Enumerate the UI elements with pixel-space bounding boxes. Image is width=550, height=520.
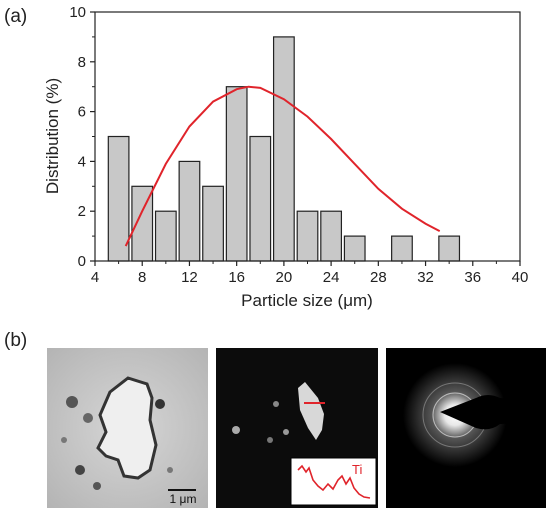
- particle-region: [96, 376, 158, 480]
- bar-12: [178, 160, 201, 262]
- fit-curve: [124, 85, 441, 247]
- y-tick-label-4: 4: [78, 153, 86, 170]
- bar-18: [249, 135, 272, 262]
- y-tick-label-0: 0: [78, 253, 86, 270]
- panel-a-label: (a): [4, 6, 27, 27]
- panel-b-label: (b): [4, 330, 27, 351]
- scale-bar-label: 1 μm: [170, 492, 197, 506]
- x-tick-label-16: 16: [228, 269, 245, 286]
- inset-element-label: Ti: [352, 462, 362, 477]
- y-tick-label-8: 8: [78, 54, 86, 71]
- bar-34: [438, 235, 461, 262]
- bar-30: [391, 235, 413, 262]
- x-tick-label-4: 4: [91, 269, 99, 286]
- bar-24: [320, 210, 343, 262]
- x-tick-label-40: 40: [512, 269, 529, 286]
- y-tick-label-10: 10: [69, 4, 86, 21]
- linescan-inset: [290, 457, 377, 506]
- x-tick-label-12: 12: [181, 269, 198, 286]
- bright-field-micrograph: 1 μm: [47, 348, 208, 508]
- x-tick-label-36: 36: [464, 269, 481, 286]
- x-tick-label-28: 28: [370, 269, 387, 286]
- bar-26: [343, 235, 366, 262]
- y-tick-label-2: 2: [78, 203, 86, 220]
- bar-22: [296, 210, 319, 262]
- bars-group: [107, 36, 461, 262]
- x-tick-label-20: 20: [276, 269, 293, 286]
- bar-14: [202, 185, 224, 262]
- bar-6: [107, 135, 130, 262]
- dark-field-micrograph: Ti: [216, 348, 378, 508]
- x-axis: 4 8 12 16 20 24 28 32 36 40: [91, 261, 529, 286]
- bar-10: [154, 210, 177, 262]
- y-axis-label: Distribution (%): [43, 78, 62, 194]
- y-tick-label-6: 6: [78, 104, 86, 121]
- y-axis: 0 2 4 6 8 10: [69, 4, 95, 270]
- ti-linescan-trace: [297, 464, 371, 499]
- x-axis-label: Particle size (μm): [241, 291, 373, 310]
- bar-16: [225, 86, 248, 262]
- beam-stopper: [440, 395, 546, 430]
- x-tick-label-32: 32: [417, 269, 434, 286]
- bar-20: [272, 36, 295, 262]
- x-tick-label-8: 8: [138, 269, 146, 286]
- diffraction-pattern: [386, 348, 546, 508]
- x-tick-label-24: 24: [323, 269, 340, 286]
